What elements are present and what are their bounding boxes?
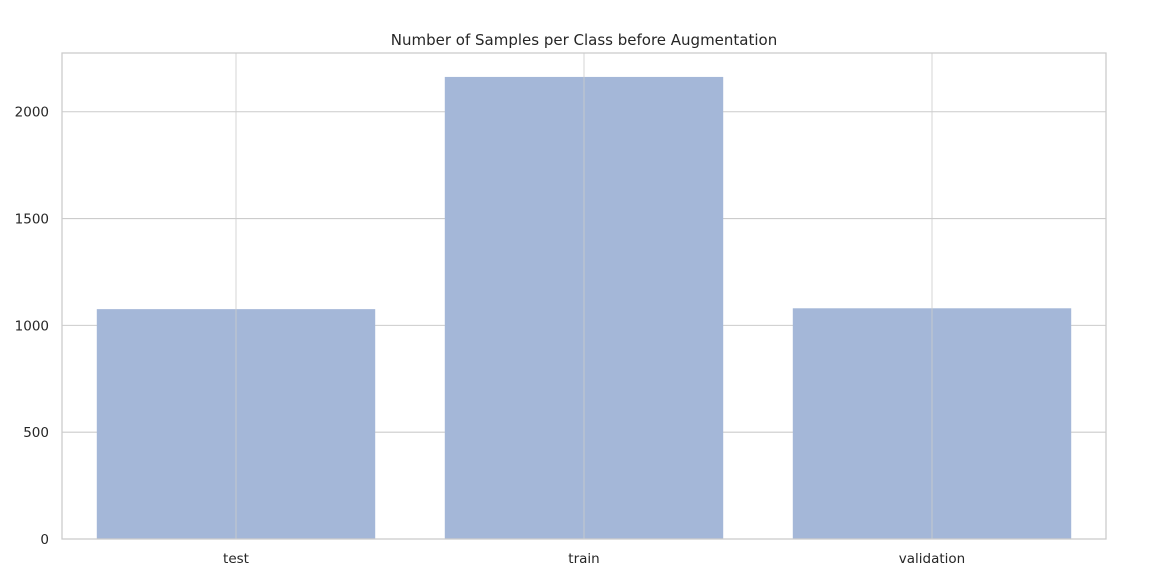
y-tick-label: 0 — [40, 532, 49, 548]
x-tick-label-test: test — [223, 551, 249, 567]
y-tick-label: 1000 — [15, 318, 49, 334]
y-tick-label: 1500 — [15, 212, 49, 228]
x-tick-labels: test train validation — [223, 551, 965, 567]
y-tick-labels: 0 500 1000 1500 2000 — [15, 105, 49, 548]
vertical-grid-lines — [235, 53, 933, 539]
plot-frame — [61, 52, 1107, 540]
x-tick-label-train: train — [568, 551, 599, 567]
x-tick-label-validation: validation — [899, 551, 965, 567]
y-tick-label: 500 — [23, 425, 49, 441]
y-tick-label: 2000 — [15, 105, 49, 121]
chart-title: Number of Samples per Class before Augme… — [391, 31, 777, 49]
